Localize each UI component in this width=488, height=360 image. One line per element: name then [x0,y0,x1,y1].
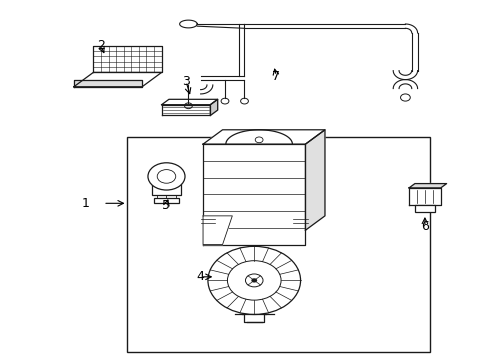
Circle shape [251,278,257,283]
Text: 1: 1 [82,197,90,210]
Text: 3: 3 [182,75,189,88]
Polygon shape [408,184,446,188]
Polygon shape [74,72,161,87]
Polygon shape [161,99,217,105]
Circle shape [148,163,184,190]
Polygon shape [74,80,142,87]
Text: 4: 4 [196,270,204,283]
Bar [127,137,429,352]
Polygon shape [408,188,440,205]
Polygon shape [305,130,325,230]
Polygon shape [210,99,217,116]
Text: 6: 6 [420,220,428,233]
Text: 5: 5 [162,199,170,212]
Polygon shape [161,105,210,116]
Text: 2: 2 [97,39,104,52]
Circle shape [245,274,263,287]
Text: 7: 7 [272,69,280,82]
Polygon shape [203,130,325,144]
Polygon shape [203,144,305,244]
Bar [414,205,434,212]
Polygon shape [93,45,161,72]
Polygon shape [203,216,232,244]
Bar [154,198,178,203]
Bar [152,183,181,195]
